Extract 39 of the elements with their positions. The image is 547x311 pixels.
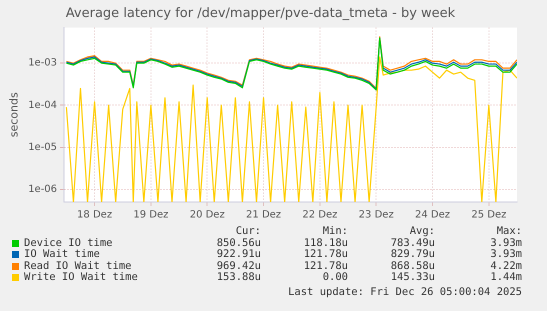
text: 153.88u: [216, 271, 261, 284]
x-tick-label: 24 Dez: [415, 210, 450, 221]
y-tick-label: 1e-05: [28, 142, 58, 153]
text: Last update: Fri Dec 26 05:00:04 2025: [288, 286, 522, 298]
text: 4.22m: [489, 260, 522, 272]
text: 0.00: [322, 271, 348, 284]
x-tick-label: 19 Dez: [133, 210, 168, 221]
text: 1.44m: [489, 271, 522, 284]
text: 118.18u: [302, 236, 348, 249]
x-tick-label: 23 Dez: [358, 210, 394, 221]
text: 969.42u: [216, 260, 261, 272]
text: Cur:: [234, 225, 261, 238]
y-tick-label: 1e-03: [28, 58, 58, 69]
legend-label: Device IO time: [24, 236, 114, 249]
legend-label: IO Wait time: [24, 248, 101, 260]
text: 850.56u: [216, 236, 261, 249]
legend-label: Read IO Wait time: [24, 260, 132, 272]
text: 829.79u: [390, 248, 435, 260]
x-tick-label: 20 Dez: [190, 210, 225, 221]
text: Avg:: [408, 225, 435, 238]
text: Min:: [322, 225, 348, 238]
text: 145.33u: [390, 271, 435, 284]
y-axis-title: seconds: [7, 92, 20, 138]
chart-title: Average latency for /dev/mapper/pve-data_tmeta - by week: [66, 6, 456, 22]
text: 922.91u: [216, 248, 261, 260]
text: 868.58u: [390, 260, 435, 272]
x-tick-label: 25 Dez: [471, 210, 506, 221]
y-tick-label: 1e-06: [28, 184, 58, 195]
x-tick-label: 21 Dez: [246, 210, 282, 221]
y-tick-label: 1e-04: [28, 100, 58, 111]
x-tick-label: 18 Dez: [77, 210, 112, 221]
text: 121.78u: [302, 260, 348, 272]
text: Max:: [496, 225, 522, 238]
text: 3.93m: [489, 248, 522, 260]
text: 121.78u: [302, 248, 348, 260]
x-tick-label: 22 Dez: [302, 210, 338, 221]
text: 783.49u: [390, 236, 435, 249]
legend-label: Write IO Wait time: [24, 271, 139, 284]
text: 3.93m: [489, 236, 522, 249]
